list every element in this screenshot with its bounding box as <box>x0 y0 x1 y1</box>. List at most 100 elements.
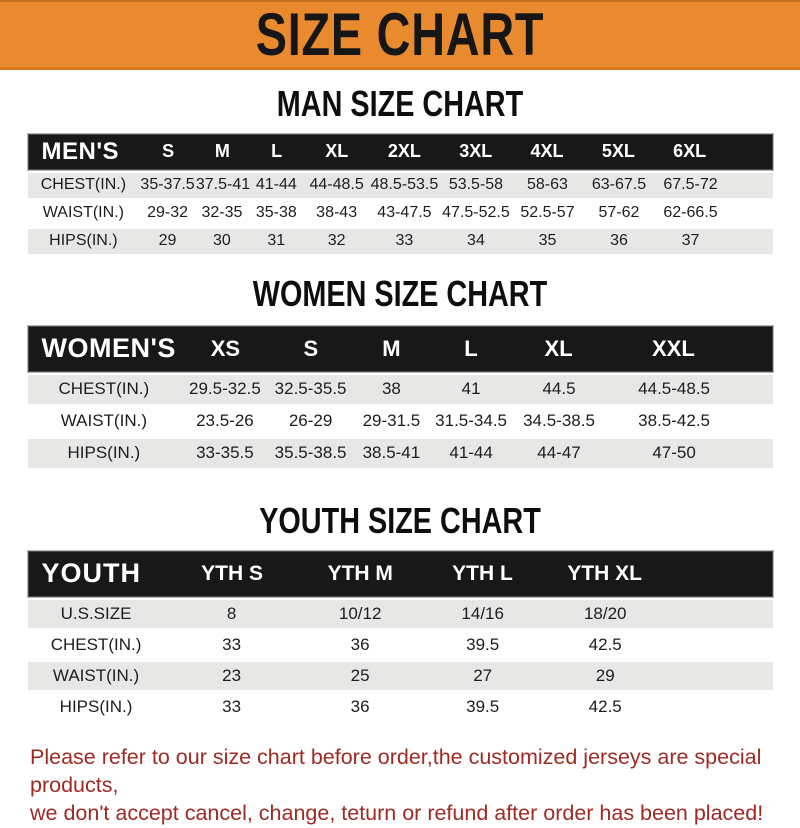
men-value-cell: 37 <box>681 232 700 250</box>
women-value-cell: 44.5-48.5 <box>638 379 711 399</box>
man-size-section: MAN SIZE CHART MEN'S S M L XL 2XL 3XL 4XL 5XL 6XL… <box>0 84 800 254</box>
footer-line-2: we don't accept cancel, change, teturn o… <box>30 801 764 826</box>
women-size-section: WOMEN SIZE CHART WOMEN'S XS S M L XL XXL CHEST(… <box>0 272 800 468</box>
women-size-header: XXL <box>652 335 695 361</box>
women-row-label: HIPS(IN.) <box>67 443 141 463</box>
women-value-cell: 29.5-32.5 <box>188 379 261 399</box>
men-value-cell: 67.5-72 <box>663 176 718 194</box>
men-value-cell: 35-37.5 <box>140 176 195 194</box>
women-size-header: S <box>303 335 319 361</box>
women-table-row: CHEST(IN.) 29.5-32.5 32.5-35.5 38 41 44.5 44.5… <box>27 374 773 404</box>
youth-value-cell: 23 <box>222 665 242 685</box>
youth-value-cell: 42.5 <box>588 696 622 716</box>
women-value-cell: 44-47 <box>537 443 581 463</box>
men-value-cell: 32 <box>327 232 346 250</box>
youth-value-cell: 33 <box>222 634 242 654</box>
women-value-cell: 34.5-38.5 <box>523 411 595 431</box>
men-size-header: 6XL <box>673 141 707 162</box>
youth-header-bar: YOUTH YTH S YTH M YTH L YTH XL <box>27 550 773 597</box>
youth-size-header: YTH L <box>452 561 513 585</box>
men-value-cell: 44-48.5 <box>309 176 364 194</box>
women-size-table: WOMEN'S XS S M L XL XXL CHEST(IN.) 29.5-32.5 32.5… <box>27 325 773 468</box>
youth-size-header: YTH XL <box>567 561 642 585</box>
men-value-cell: 36 <box>610 232 628 250</box>
men-value-cell: 43-47.5 <box>377 204 432 222</box>
men-table-row: HIPS(IN.) 29 30 31 32 33 34 35 36 37 <box>27 228 773 254</box>
youth-size-section: YOUTH SIZE CHART YOUTH YTH S YTH M YTH L YTH… <box>0 499 800 721</box>
women-size-header: XS <box>210 335 241 361</box>
youth-value-cell: 25 <box>350 665 370 685</box>
youth-value-cell: 27 <box>473 665 493 685</box>
women-value-cell: 33-35.5 <box>196 443 254 463</box>
footer-note: Please refer to our size chart before or… <box>30 743 772 828</box>
men-value-cell: 47.5-52.5 <box>442 204 510 222</box>
women-section-title-text: WOMEN SIZE CHART <box>252 272 548 314</box>
women-value-cell: 38.5-41 <box>362 443 421 463</box>
men-value-cell: 29 <box>158 232 177 250</box>
youth-section-title: YOUTH SIZE CHART <box>0 499 800 541</box>
men-size-header: L <box>271 141 283 162</box>
men-row-label: CHEST(IN.) <box>40 176 127 194</box>
footer-line-1: Please refer to our size chart before or… <box>30 744 762 797</box>
men-size-header: 2XL <box>387 141 421 162</box>
youth-size-header: YTH S <box>201 561 263 585</box>
men-row-label: HIPS(IN.) <box>49 232 118 250</box>
men-size-header: M <box>214 141 230 162</box>
youth-row-label: WAIST(IN.) <box>52 665 140 685</box>
women-table-row: HIPS(IN.) 33-35.5 35.5-38.5 38.5-41 41-44 44-… <box>27 438 773 468</box>
youth-value-cell: 8 <box>226 603 237 623</box>
men-value-cell: 63-67.5 <box>591 176 647 194</box>
men-value-cell: 37.5-41 <box>195 176 251 194</box>
men-value-cell: 58-63 <box>527 176 568 194</box>
youth-corner-label: YOUTH <box>41 558 141 589</box>
women-row-label: WAIST(IN.) <box>60 411 147 431</box>
youth-table-row: U.S.SIZE 8 10/12 14/16 18/20 <box>27 599 773 628</box>
women-corner-label: WOMEN'S <box>41 333 176 364</box>
women-value-cell: 26-29 <box>288 411 333 431</box>
men-value-cell: 41-44 <box>255 176 297 194</box>
youth-value-cell: 36 <box>350 696 370 716</box>
youth-table-row: WAIST(IN.) 23 25 27 29 <box>27 661 773 690</box>
women-value-cell: 41 <box>461 379 481 399</box>
men-value-cell: 52.5-57 <box>520 204 575 222</box>
men-value-cell: 53.5-58 <box>448 176 504 194</box>
youth-value-cell: 33 <box>222 696 242 716</box>
men-size-header: 4XL <box>530 141 564 162</box>
men-size-header: S <box>162 141 175 162</box>
women-header-bar: WOMEN'S XS S M L XL XXL <box>27 325 773 372</box>
youth-value-cell: 39.5 <box>466 634 500 654</box>
youth-row-label: U.S.SIZE <box>60 603 132 623</box>
youth-value-cell: 36 <box>350 634 370 654</box>
youth-section-title-text: YOUTH SIZE CHART <box>259 499 541 541</box>
men-value-cell: 62-66.5 <box>663 204 718 222</box>
men-value-cell: 35 <box>538 232 557 250</box>
women-value-cell: 35.5-38.5 <box>274 443 347 463</box>
man-section-title: MAN SIZE CHART <box>0 84 800 124</box>
youth-table-row: CHEST(IN.) 33 36 39.5 42.5 <box>27 630 773 659</box>
men-corner-label: MEN'S <box>41 137 120 165</box>
men-value-cell: 35-38 <box>255 204 297 222</box>
men-value-cell: 38-43 <box>316 204 358 222</box>
men-value-cell: 34 <box>467 232 485 250</box>
youth-value-cell: 10/12 <box>338 603 382 623</box>
youth-size-header: YTH M <box>327 561 393 585</box>
women-value-cell: 38 <box>381 379 401 399</box>
youth-value-cell: 14/16 <box>461 603 504 623</box>
youth-value-cell: 39.5 <box>466 696 500 716</box>
men-value-cell: 29-32 <box>147 204 189 222</box>
women-row-label: CHEST(IN.) <box>58 379 150 399</box>
women-table-row: WAIST(IN.) 23.5-26 26-29 29-31.5 31.5-34.5 34… <box>27 406 773 436</box>
men-value-cell: 30 <box>213 232 231 250</box>
men-value-cell: 48.5-53.5 <box>370 176 439 194</box>
women-size-header: M <box>382 335 401 361</box>
women-value-cell: 44.5 <box>542 379 576 399</box>
youth-value-cell: 42.5 <box>588 634 622 654</box>
women-size-header: XL <box>544 335 573 361</box>
women-value-cell: 38.5-42.5 <box>638 411 711 431</box>
men-size-header: 3XL <box>459 141 493 162</box>
youth-value-cell: 29 <box>595 665 615 685</box>
men-row-label: WAIST(IN.) <box>42 204 124 222</box>
youth-row-label: HIPS(IN.) <box>59 696 133 716</box>
women-size-header: L <box>464 335 478 361</box>
women-value-cell: 47-50 <box>652 443 696 463</box>
